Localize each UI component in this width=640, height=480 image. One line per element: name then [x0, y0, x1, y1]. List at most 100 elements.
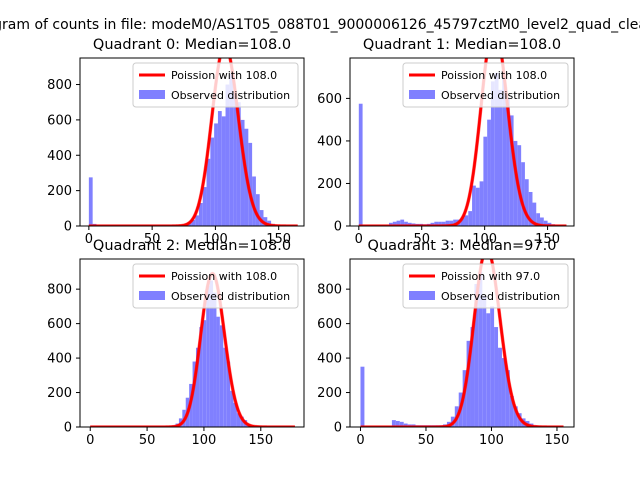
- x-tick-label: 0: [355, 232, 363, 247]
- histogram-panel-2: 0 50 100 150 0 200 400 600 800 Quadrant 2: Median…: [47, 238, 305, 448]
- histogram-bar: [441, 221, 446, 226]
- histogram-bar: [524, 179, 529, 226]
- histogram-bar: [248, 142, 253, 226]
- histogram-bar: [543, 220, 548, 226]
- x-tick-label: 100: [192, 433, 217, 448]
- histogram-bar: [445, 220, 450, 226]
- x-tick-label: 0: [86, 433, 94, 448]
- histogram-bar: [400, 219, 405, 226]
- histogram-bar: [472, 185, 476, 226]
- histogram-bar: [216, 316, 220, 427]
- plot-area: [359, 259, 565, 427]
- histogram-bar: [494, 327, 499, 427]
- legend-label: Poission with 108.0: [441, 69, 547, 82]
- histogram-bar: [438, 221, 442, 226]
- histogram-bar: [509, 395, 514, 427]
- histogram-bar: [199, 327, 203, 427]
- x-tick-label: 150: [266, 232, 291, 247]
- histogram-panel-3: 0 50 100 150 0 200 400 600 800 Quadrant 3: Median…: [317, 238, 575, 448]
- histogram-panel-0: 0 50 100 150 0 200 400 600 800 Quadrant 0: Median…: [47, 37, 305, 247]
- histogram-bar: [392, 221, 397, 226]
- panel-title: Quadrant 0: Median=108.0: [93, 37, 291, 53]
- y-tick-label: 200: [47, 386, 72, 401]
- histogram-bar: [460, 217, 465, 226]
- poisson-curve: [88, 58, 299, 226]
- histogram-bar: [209, 280, 214, 427]
- legend-box: [402, 263, 569, 309]
- axes-frame: [349, 258, 575, 428]
- histogram-bar: [391, 420, 396, 427]
- histogram-bar: [468, 211, 473, 226]
- histogram-bar: [195, 215, 199, 226]
- panel-title: Quadrant 1: Median=108.0: [363, 37, 561, 53]
- histogram-bar: [230, 390, 234, 427]
- legend-label: Observed distribution: [171, 290, 290, 303]
- y-tick-label: 600: [47, 317, 72, 332]
- legend-bar-swatch: [409, 90, 435, 99]
- x-tick-label: 100: [479, 433, 504, 448]
- histogram-bar: [202, 187, 207, 226]
- x-tick-label: 50: [418, 433, 435, 448]
- histogram-bar: [255, 194, 260, 226]
- histogram-bar: [509, 115, 514, 226]
- histogram-bar: [214, 123, 218, 226]
- histogram-bar: [505, 370, 510, 427]
- histogram-bar: [252, 176, 256, 226]
- legend-label: Poission with 97.0: [441, 270, 540, 283]
- histogram-bar: [206, 285, 210, 427]
- x-tick-label: 50: [139, 433, 156, 448]
- plot-area: [357, 58, 568, 226]
- legend-label: Poission with 108.0: [171, 69, 277, 82]
- histogram-bar: [478, 271, 483, 427]
- y-tick-label: 600: [317, 92, 342, 107]
- histogram-bar: [434, 221, 439, 226]
- histogram-bar: [466, 340, 471, 427]
- histogram-bar: [358, 103, 363, 226]
- histogram-bar: [233, 91, 237, 226]
- legend-box: [132, 263, 299, 309]
- histogram-bar: [236, 413, 241, 427]
- histogram-bar: [490, 81, 495, 226]
- histogram-bar: [536, 213, 541, 226]
- legend: Poission with 108.0 Observed distribution: [132, 263, 299, 309]
- histogram-bar: [486, 313, 491, 427]
- histogram-bar: [475, 187, 480, 226]
- y-tick-label: 800: [317, 283, 342, 298]
- histogram-bar: [195, 347, 200, 427]
- histogram-bar: [88, 177, 93, 226]
- histogram-bar: [532, 202, 537, 226]
- histogram-bar: [540, 217, 544, 226]
- axes-frame: [349, 57, 575, 227]
- x-tick-label: 0: [356, 433, 364, 448]
- histogram-bar: [259, 210, 264, 226]
- plot-area: [87, 58, 299, 226]
- histogram-bar: [233, 402, 237, 427]
- y-tick-label: 600: [47, 113, 72, 128]
- histogram-bar: [521, 162, 525, 226]
- legend: Poission with 97.0 Observed distribution: [402, 263, 569, 309]
- histogram-bar: [192, 361, 196, 427]
- histogram-bar: [528, 191, 533, 226]
- histogram-bar: [240, 119, 245, 226]
- histogram-bar: [236, 102, 241, 226]
- histogram-bar: [470, 327, 475, 427]
- histogram-bar: [221, 116, 226, 226]
- histogram-bar: [360, 366, 365, 427]
- histogram-bar: [210, 137, 215, 226]
- legend-label: Poission with 108.0: [171, 270, 277, 283]
- legend-box: [132, 62, 299, 108]
- y-tick-label: 600: [317, 317, 342, 332]
- legend-label: Observed distribution: [441, 89, 560, 102]
- histogram-bar: [502, 77, 507, 226]
- histogram-bar: [482, 296, 487, 427]
- histogram-bar: [206, 158, 211, 226]
- poisson-curve: [359, 259, 565, 427]
- y-tick-label: 200: [317, 386, 342, 401]
- histogram-bar: [396, 220, 401, 226]
- figure-suptitle: Histogram of counts in file: modeM0/AS1T…: [0, 17, 640, 33]
- x-tick-label: 100: [203, 232, 228, 247]
- y-tick-label: 0: [334, 220, 342, 235]
- histogram-bar: [399, 421, 404, 427]
- legend-bar-swatch: [139, 291, 165, 300]
